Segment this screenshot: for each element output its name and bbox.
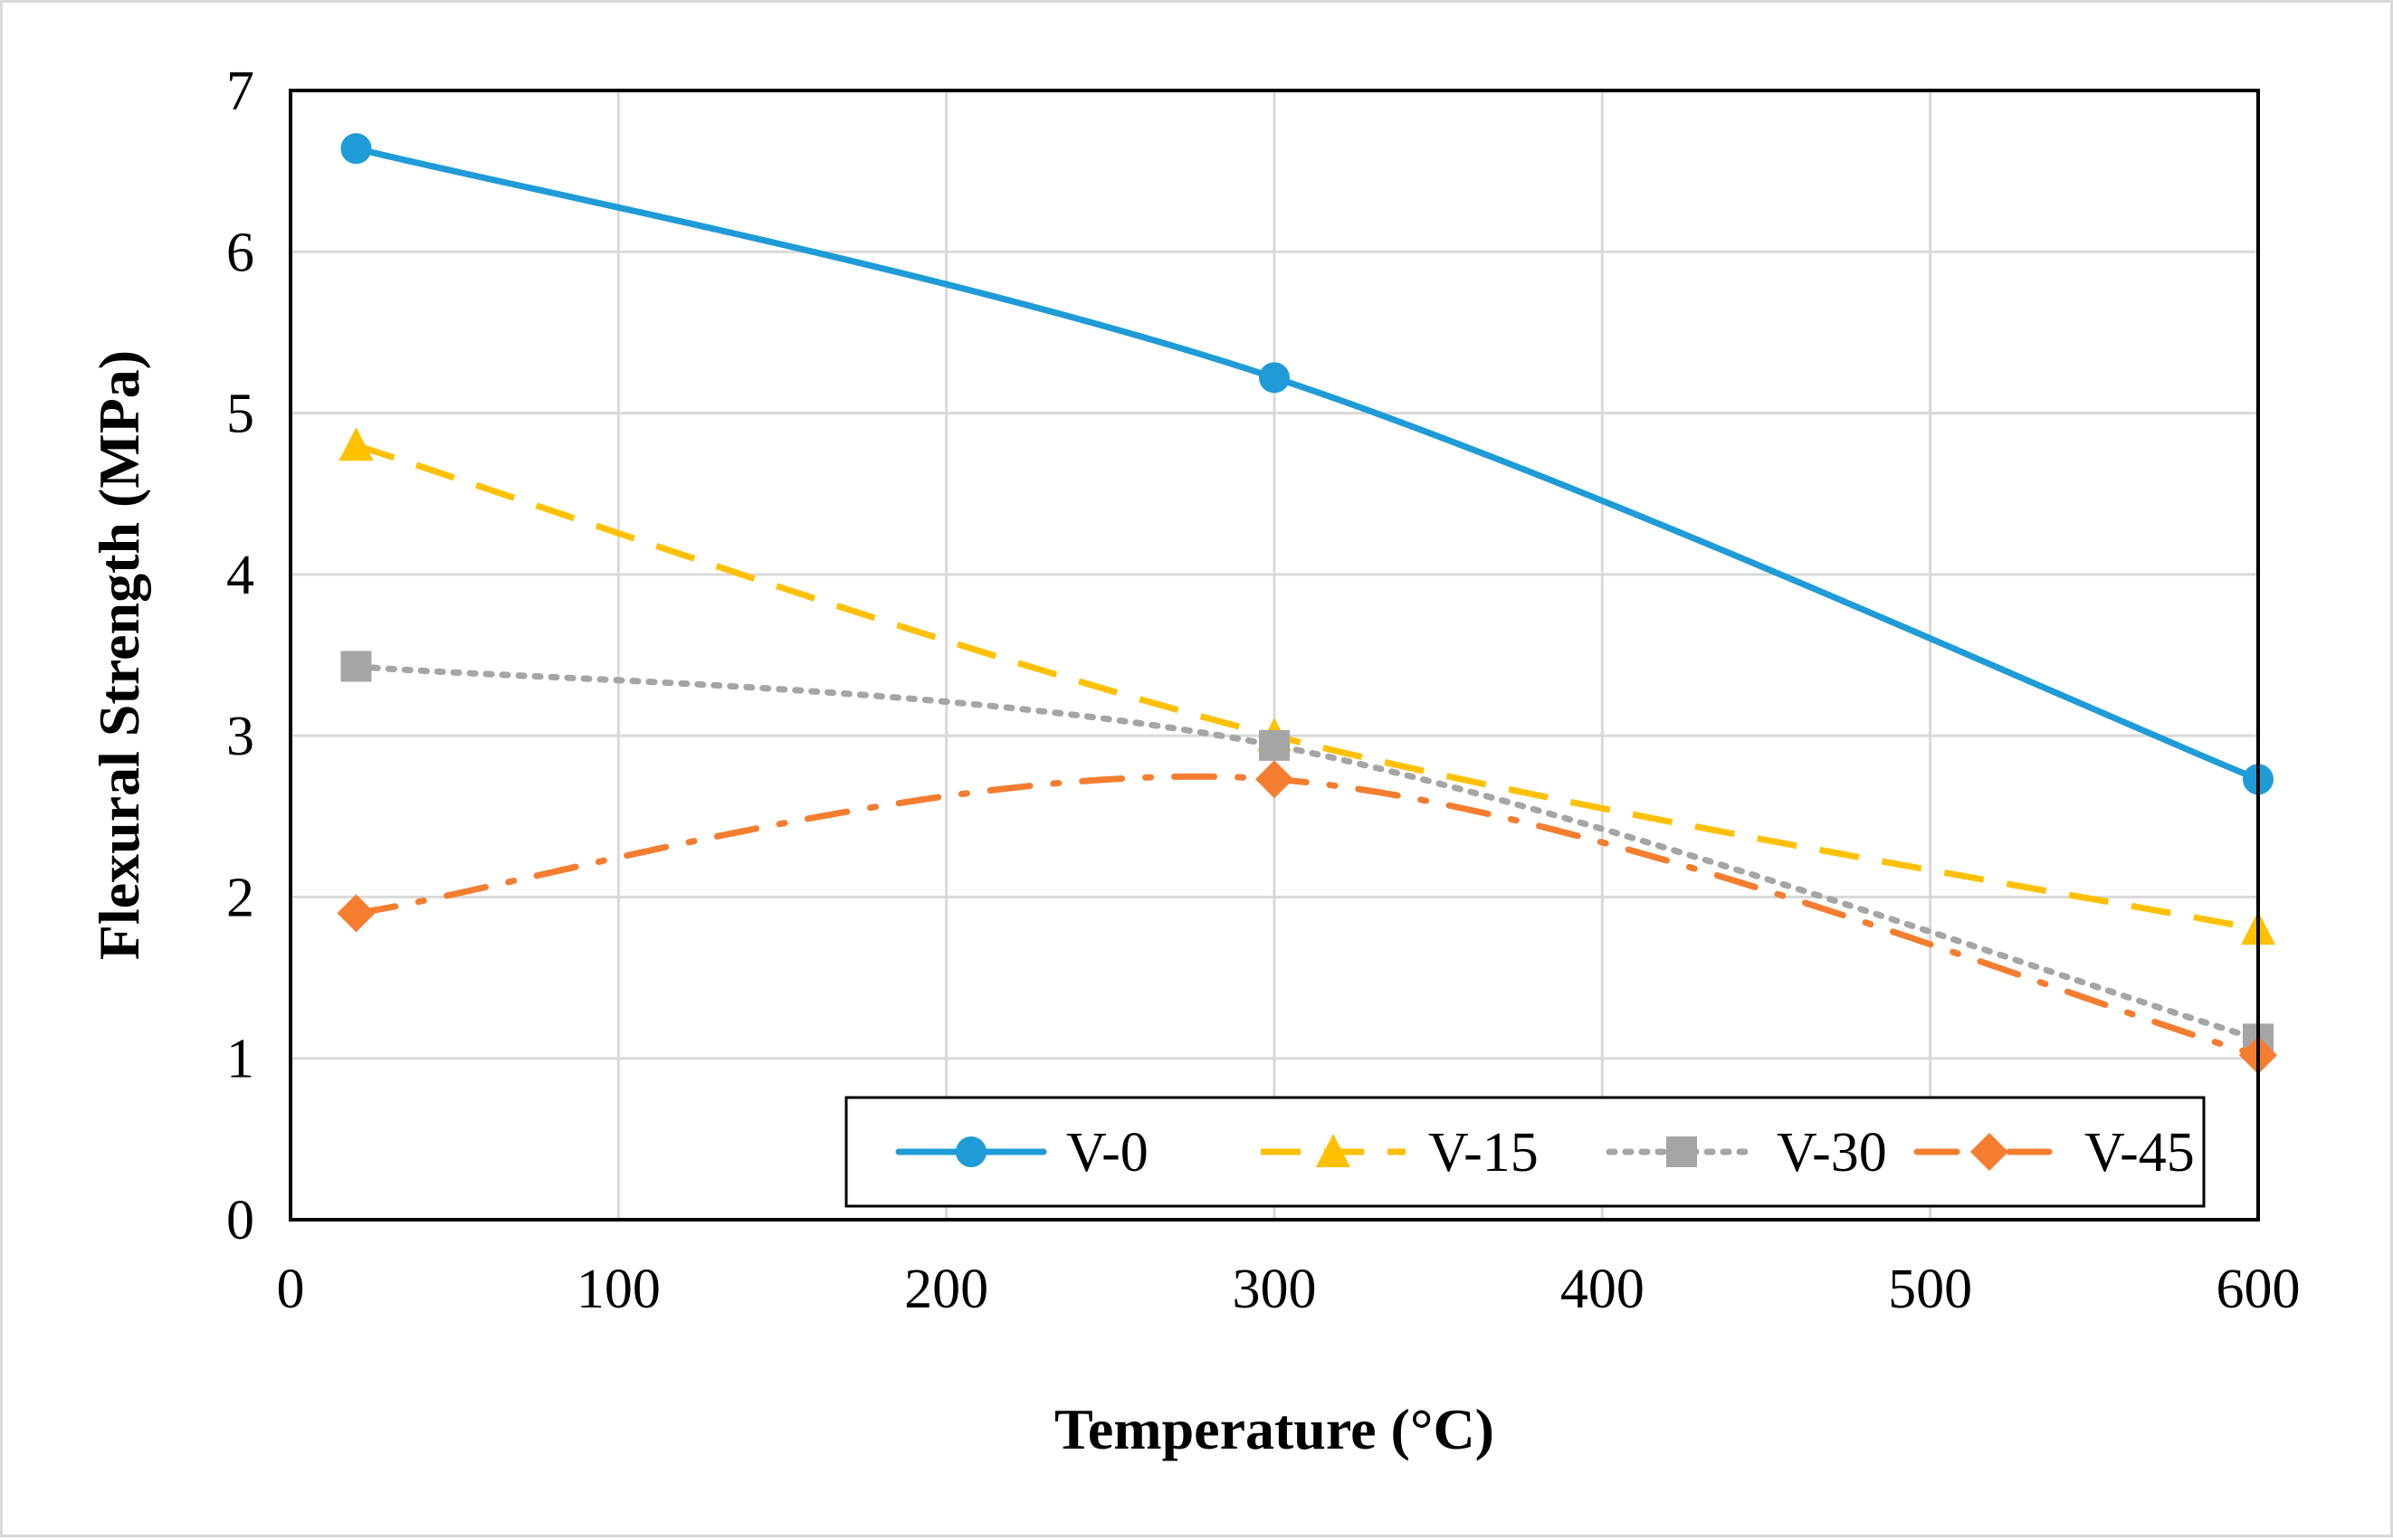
data-series — [337, 133, 2277, 1075]
data-point-v-15 — [338, 427, 374, 461]
legend-marker — [956, 1136, 987, 1167]
x-tick-label: 600 — [2217, 1259, 2301, 1320]
data-point-v-30 — [1259, 729, 1290, 761]
x-tick-label: 100 — [577, 1259, 661, 1320]
y-axis-title: Flexural Strength (MPa) — [87, 350, 151, 960]
y-tick-label: 1 — [226, 1029, 254, 1090]
x-tick-label: 500 — [1888, 1259, 1972, 1320]
x-axis-title: Temperature (°C) — [1054, 1397, 1494, 1461]
y-tick-label: 5 — [226, 384, 254, 445]
legend-label: V-0 — [1066, 1122, 1149, 1184]
y-tick-label: 7 — [226, 61, 254, 122]
legend-item-v-45: V-45 — [1913, 1122, 2195, 1184]
plot-area-border — [289, 89, 2260, 1222]
legend-label: V-15 — [1428, 1122, 1539, 1184]
legend: V-0 V-15 V-30 V-45 — [844, 1096, 2206, 1208]
data-point-v-30 — [340, 651, 372, 682]
y-tick-label: 6 — [226, 222, 254, 283]
series-line-v-15 — [355, 442, 2259, 933]
series-line-v-30 — [352, 662, 2262, 1042]
line-chart: 0 1 2 3 4 5 6 7 0 100 200 300 400 500 600 Temperature… — [87, 61, 2301, 1461]
data-point-v-45 — [337, 894, 376, 933]
legend-item-v-0: V-0 — [895, 1122, 1149, 1184]
y-axis-ticks: 0 1 2 3 4 5 6 7 — [226, 61, 254, 1251]
legend-item-v-15: V-15 — [1261, 1122, 1539, 1184]
legend-label: V-45 — [2084, 1122, 2195, 1184]
series-line-v-45 — [352, 773, 2262, 1059]
x-tick-label: 400 — [1560, 1259, 1645, 1320]
legend-label: V-30 — [1777, 1122, 1887, 1184]
grid-lines — [291, 90, 2258, 1220]
series-v-0 — [340, 133, 2274, 795]
x-axis-ticks: 0 100 200 300 400 500 600 — [277, 1259, 2301, 1320]
y-tick-label: 2 — [226, 867, 254, 928]
series-line-v-0 — [352, 145, 2262, 783]
legend-marker — [1316, 1134, 1350, 1167]
y-tick-label: 0 — [226, 1190, 254, 1251]
legend-marker — [1666, 1136, 1697, 1167]
y-tick-label: 3 — [226, 706, 254, 767]
y-tick-label: 4 — [226, 545, 254, 606]
data-point-v-0 — [340, 133, 372, 165]
series-v-45 — [337, 760, 2277, 1075]
x-tick-label: 0 — [277, 1259, 305, 1320]
legend-item-v-30: V-30 — [1606, 1122, 1887, 1184]
data-point-v-0 — [1259, 362, 1290, 394]
data-point-v-45 — [1255, 760, 1293, 799]
series-v-15 — [338, 427, 2275, 946]
x-tick-label: 200 — [904, 1259, 988, 1320]
legend-marker — [1970, 1133, 2008, 1171]
x-tick-label: 300 — [1233, 1259, 1317, 1320]
